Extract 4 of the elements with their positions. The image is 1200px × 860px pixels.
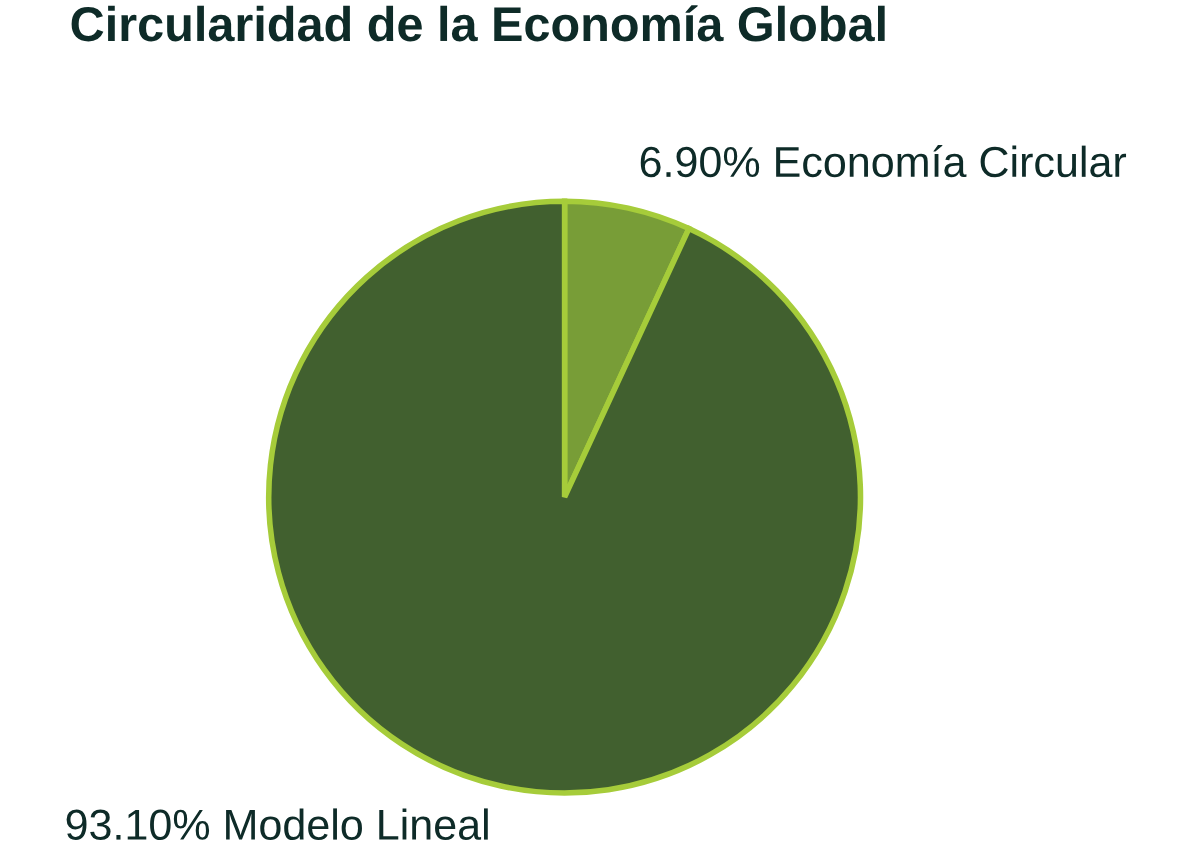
slice-label: 93.10% Modelo Lineal [66,808,488,841]
slice-label: 6.90% Economía Circular [640,145,1127,178]
pie-slice [265,198,864,796]
chart-title: Circularidad de la Economía Global [71,5,885,42]
